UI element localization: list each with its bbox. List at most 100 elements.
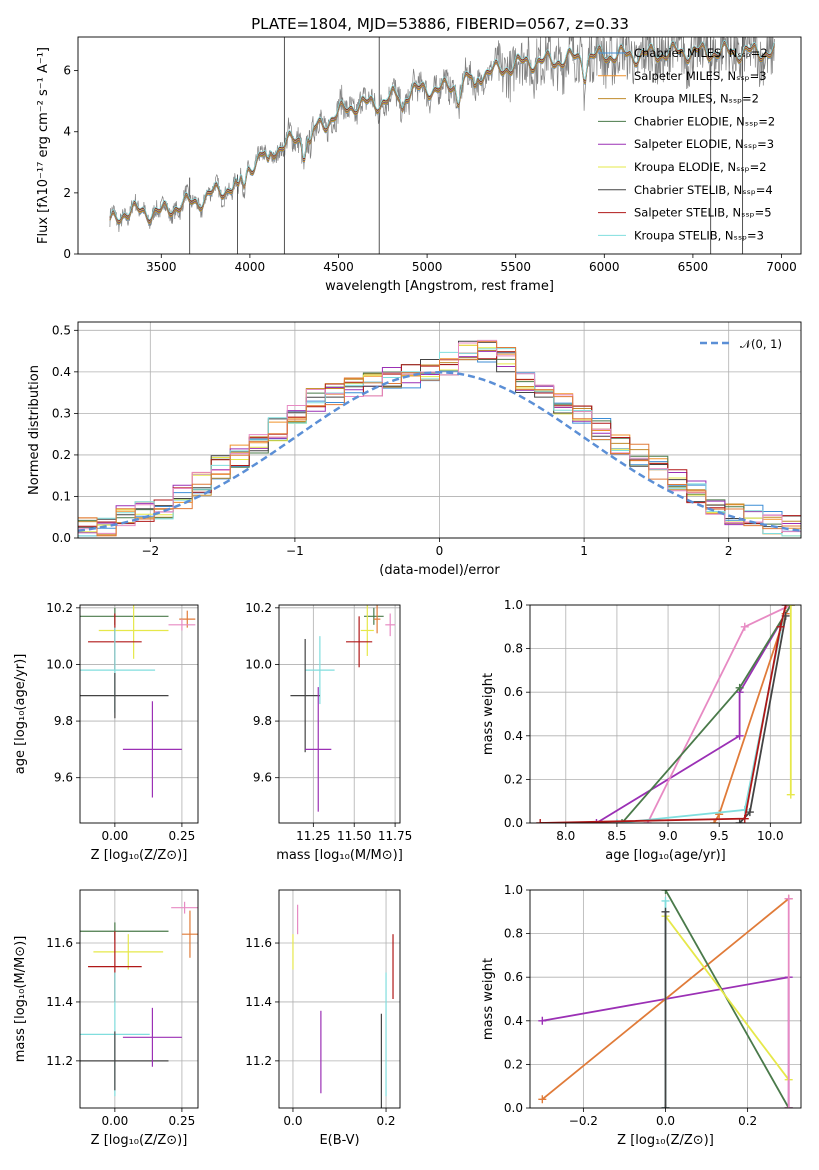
x-tick-label: 9.5 [710,829,729,843]
x-tick-label: 0.2 [376,1114,395,1128]
model-spectrum-kroupa_stelib [109,39,775,221]
y-axis-label: Flux [fλ10⁻¹⁷ erg cm⁻² s⁻¹ A⁻¹] [36,47,51,244]
age_vs_mass-points [290,605,396,812]
legend-label: Chabrier ELODIE, Nₛₛₚ=2 [634,114,775,128]
weight-marker [715,810,724,819]
legend-label: Salpeter ELODIE, Nₛₛₚ=3 [634,137,774,151]
x-axis-label: age [log₁₀(age/yr)] [605,848,726,863]
mass_vs_ebv-points [292,904,394,1108]
age_vs_Z-axes [76,605,198,827]
x-tick-label: 8.0 [556,829,575,843]
weight_vs_Z-frame [529,889,802,1109]
y-tick-label: 11.2 [46,1054,73,1068]
x-axis-label: (data-model)/error [379,563,500,578]
x-axis-label: Z [log₁₀(Z/Z⊙)] [91,1133,188,1148]
weight-marker [735,731,744,740]
y-axis-label: age [log₁₀(age/yr)] [13,654,28,775]
y-tick-label: 0.0 [504,816,523,830]
mass_vs_ebv-axes [275,890,400,1112]
chart-title: PLATE=1804, MJD=53886, FIBERID=0567, z=0… [251,15,629,33]
y-axis-label: mass weight [481,673,496,755]
y-tick-label: 11.6 [46,936,73,950]
spectrum-legend: Chabrier MILES, Nₛₛₚ=2 Salpeter MILES, Nₛ… [598,46,775,242]
y-tick-label: 0.0 [52,531,71,545]
y-tick-label: 11.4 [46,995,73,1009]
x-tick-label: 6500 [678,260,709,274]
y-axis-label: Normed distribution [27,365,42,495]
y-tick-label: 0.2 [52,448,71,462]
weight-curve [621,605,792,823]
weight-marker [592,819,601,823]
weight-marker [661,890,670,894]
y-tick-label: 0.2 [504,772,523,786]
y-tick-label: 0.4 [504,729,523,743]
weight_vs_Z-lines [538,890,793,1108]
x-tick-label: 0.0 [283,1114,302,1128]
weight_vs_age-frame [529,604,802,824]
normal-distribution-curve [78,371,801,532]
y-axis-label: mass weight [481,958,496,1040]
x-axis-label: Z [log₁₀(Z/Z⊙)] [91,848,188,863]
weight-curve [540,605,787,823]
spectrum-lines [109,37,775,254]
weight-marker [618,819,627,823]
y-tick-label: 0.4 [504,1014,523,1028]
x-tick-label: 0.00 [102,829,129,843]
legend-label: Kroupa MILES, Nₛₛₚ=2 [634,92,759,106]
weight-marker [786,605,795,609]
x-axis-label: wavelength [Angstrom, rest frame] [325,279,554,294]
x-tick-label: 5000 [412,260,443,274]
y-tick-label: 0.4 [52,365,71,379]
age_vs_mass-axes [275,605,400,827]
weight-marker [784,1104,793,1108]
legend-label: Chabrier STELIB, Nₛₛₚ=4 [634,183,773,197]
y-tick-label: 0.6 [504,685,523,699]
legend-label: Kroupa STELIB, Nₛₛₚ=3 [634,228,764,242]
weight-marker [661,907,670,916]
y-tick-label: 0.2 [504,1057,523,1071]
y-tick-label: 11.6 [245,936,272,950]
y-tick-label: 9.8 [253,714,272,728]
x-tick-label: 6000 [589,260,620,274]
weight-marker [612,819,621,823]
y-tick-label: 0.5 [52,323,71,337]
residual-histograms [78,339,801,537]
y-tick-label: 10.0 [245,657,272,671]
y-axis-label: mass [log₁₀(M/M⊙)] [13,936,28,1063]
y-tick-label: 10.2 [46,601,73,615]
y-tick-label: 2 [63,186,71,200]
y-tick-label: 0.1 [52,489,71,503]
y-tick-label: 9.8 [54,714,73,728]
y-tick-label: 11.2 [245,1054,272,1068]
y-tick-label: 0 [63,247,71,261]
x-tick-label: 11.50 [337,829,371,843]
weight-marker [781,605,790,609]
weight-marker [784,894,793,903]
weight-marker [661,1104,670,1108]
weight-curve [664,915,790,1081]
y-tick-label: 0.8 [504,642,523,656]
weight-marker [786,790,795,799]
y-tick-label: 9.6 [253,771,272,785]
weight-marker [735,819,744,823]
x-tick-label: 3500 [146,260,177,274]
weight-curve [596,605,792,823]
x-tick-label: 0.25 [169,1114,196,1128]
x-tick-label: 2 [725,544,733,558]
age_vs_Z-points [80,605,196,798]
weight-marker [740,622,749,631]
x-tick-label: 0.0 [656,1114,675,1128]
weight-marker [661,896,670,905]
x-tick-label: 10.0 [757,829,784,843]
y-tick-label: 6 [63,64,71,78]
x-tick-label: 9.0 [659,829,678,843]
x-tick-label: −0.2 [569,1114,598,1128]
weight-marker [745,808,754,817]
y-tick-label: 1.0 [504,598,523,612]
residuals-frame [77,321,802,539]
x-tick-label: 11.25 [296,829,330,843]
legend-label: 𝒩(0, 1) [740,337,782,351]
weight-marker [536,819,545,823]
weight-marker [740,805,749,814]
